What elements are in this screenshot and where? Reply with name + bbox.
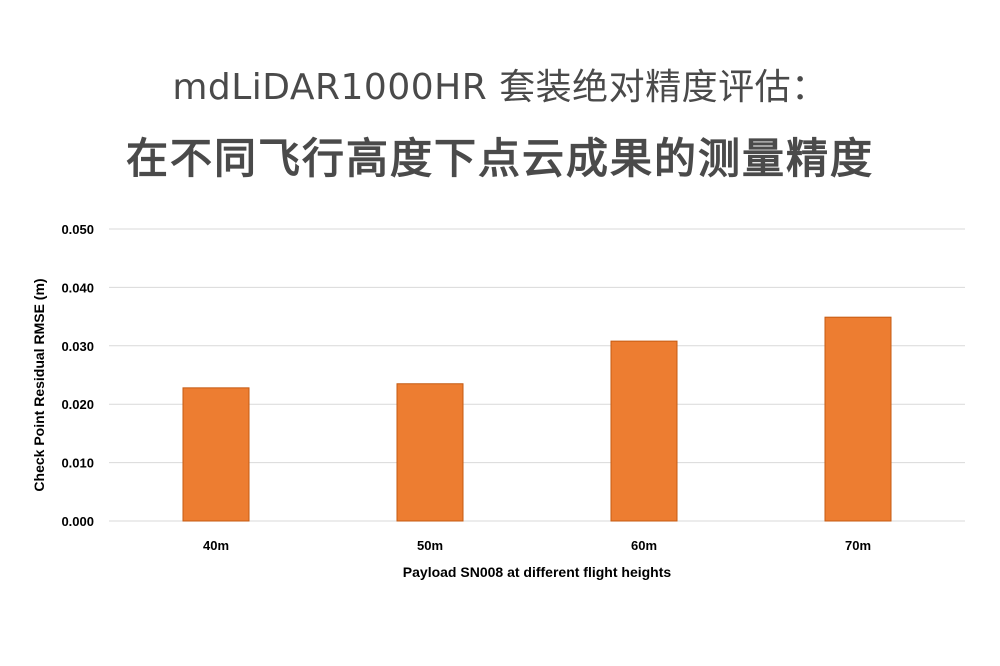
chart-title-line2: 在不同飞行高度下点云成果的测量精度 xyxy=(125,134,874,183)
y-axis-ticks: 0.000 0.010 0.020 0.030 0.040 0.050 xyxy=(61,222,94,529)
y-tick-label: 0.020 xyxy=(61,397,94,412)
y-axis-title: Check Point Residual RMSE (m) xyxy=(31,278,47,491)
bar-50m xyxy=(396,383,464,522)
x-tick-label: 70m xyxy=(845,538,871,553)
gridlines xyxy=(109,228,965,522)
y-tick-label: 0.030 xyxy=(61,339,94,354)
y-tick-label: 0.050 xyxy=(61,222,94,237)
y-tick-label: 0.000 xyxy=(61,514,94,529)
bar-60m xyxy=(610,340,678,522)
x-axis-ticks: 40m 50m 60m 70m xyxy=(203,538,871,553)
y-tick-label: 0.040 xyxy=(61,280,94,295)
y-tick-label: 0.010 xyxy=(61,456,94,471)
bar-70m xyxy=(824,316,892,522)
bars xyxy=(182,316,892,522)
x-tick-label: 40m xyxy=(203,538,229,553)
chart-title-line1: mdLiDAR1000HR 套装绝对精度评估： xyxy=(172,67,828,108)
x-tick-label: 50m xyxy=(417,538,443,553)
x-axis-title: Payload SN008 at different flight height… xyxy=(403,564,672,580)
x-tick-label: 60m xyxy=(631,538,657,553)
bar-40m xyxy=(182,387,250,522)
